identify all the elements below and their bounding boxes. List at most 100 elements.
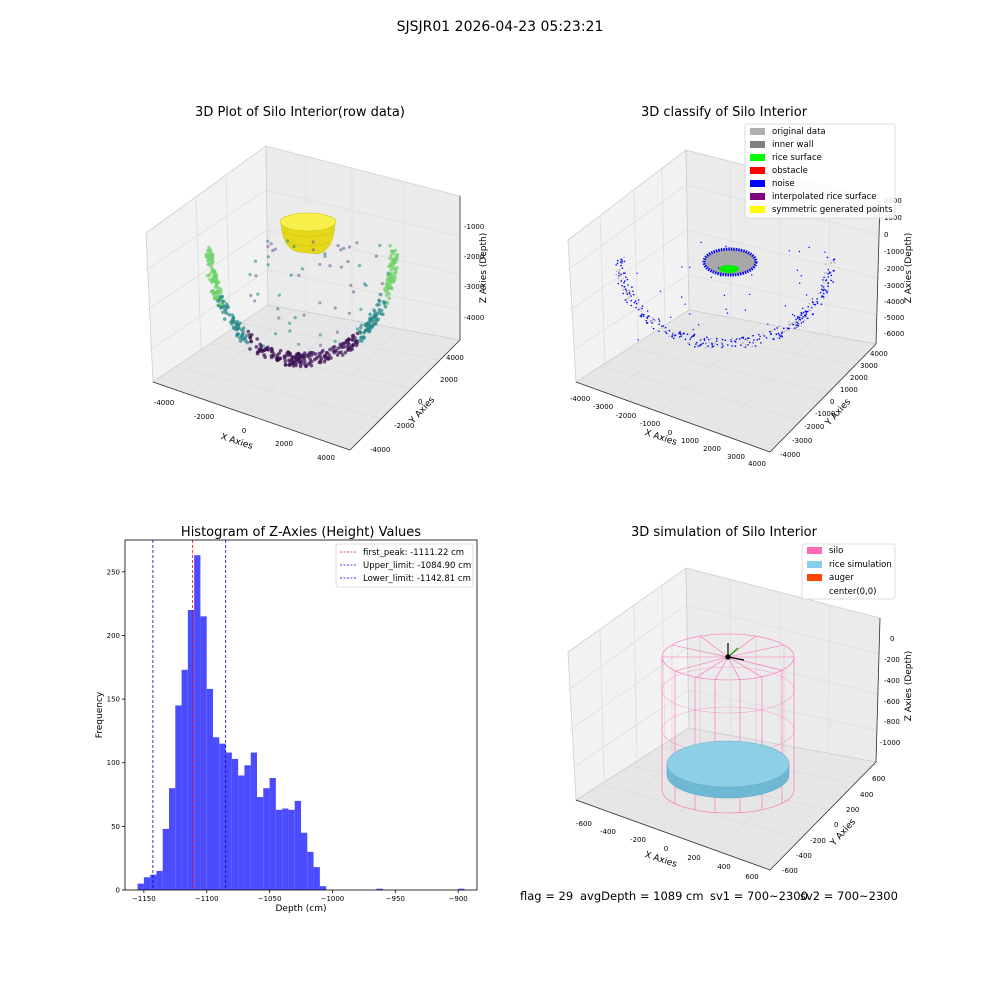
y-tick: -2000 xyxy=(804,423,824,431)
scatter-point xyxy=(696,341,698,344)
scatter-point xyxy=(240,334,244,338)
z-tick: -1000 xyxy=(464,223,484,231)
legend-item-obstacle: obstacle xyxy=(750,166,808,176)
scatter-point xyxy=(795,325,798,328)
scatter-point xyxy=(379,312,384,316)
scatter-point xyxy=(716,337,718,340)
scatter-point xyxy=(253,299,257,303)
z-tick: -4000 xyxy=(464,314,484,322)
scatter-point xyxy=(795,321,798,324)
scatter-point xyxy=(302,313,306,317)
scatter-point xyxy=(626,278,629,281)
scatter-point xyxy=(827,273,829,275)
scatter-point xyxy=(345,339,350,343)
scatter-point xyxy=(624,288,627,290)
scatter-point xyxy=(637,308,640,311)
scatter-point xyxy=(311,248,316,252)
scatter-point xyxy=(359,307,363,311)
legend-item-first-peak: first_peak: -1111.22 cm xyxy=(340,548,464,558)
y-tick: 2000 xyxy=(850,374,868,382)
scatter-point xyxy=(390,276,394,280)
scatter-point xyxy=(674,334,677,336)
scatter-point xyxy=(758,338,761,340)
scatter-point xyxy=(386,281,390,286)
scatter-point xyxy=(814,304,817,306)
scatter-point xyxy=(689,338,692,341)
scatter-point xyxy=(271,352,276,356)
y-axis-line xyxy=(769,761,877,871)
scatter-point xyxy=(639,315,642,317)
scatter-point xyxy=(222,317,227,321)
scatter-point xyxy=(800,317,803,319)
scatter-point xyxy=(788,323,791,326)
scatter-point xyxy=(621,262,623,264)
scatter-point xyxy=(746,339,748,342)
x-axis-label: X Axies xyxy=(643,850,678,870)
scatter-point xyxy=(822,296,825,298)
scatter-point xyxy=(616,262,619,265)
scatter-point xyxy=(366,321,371,325)
scatter-point xyxy=(209,264,213,268)
scatter-point xyxy=(615,264,617,266)
histogram-bar xyxy=(143,877,151,890)
scatter-point xyxy=(227,312,231,317)
scatter-point xyxy=(779,335,782,337)
scatter-point xyxy=(255,351,260,356)
scatter-point xyxy=(362,330,366,335)
svg-text:original data: original data xyxy=(772,127,826,137)
y-tick: 0 xyxy=(418,398,422,406)
scatter-point xyxy=(266,345,270,350)
y-tick: 0 xyxy=(834,821,838,829)
scatter-point xyxy=(311,240,315,244)
scatter-point xyxy=(680,335,682,337)
scatter-point xyxy=(293,316,297,320)
histogram-bar xyxy=(175,705,182,890)
scatter-point xyxy=(615,273,618,276)
scatter-point xyxy=(388,285,393,290)
scatter-point xyxy=(339,350,343,354)
scatter-point xyxy=(266,239,270,243)
scatter-point xyxy=(378,243,382,248)
scatter-point xyxy=(622,292,625,295)
scatter-point xyxy=(794,323,796,326)
scatter-point xyxy=(360,339,364,343)
scatter-point xyxy=(289,273,293,277)
scatter-point xyxy=(204,254,209,259)
svg-text:Upper_limit: -1084.90 cm: Upper_limit: -1084.90 cm xyxy=(363,561,471,571)
scatter-point xyxy=(651,322,653,324)
legend-item-rice-surface: rice surface xyxy=(750,153,822,163)
scatter-point xyxy=(249,293,253,298)
scatter-point xyxy=(778,325,780,328)
scatter-point xyxy=(221,310,225,314)
x-tick: 200 xyxy=(687,854,700,862)
scatter-point xyxy=(283,359,288,364)
scatter-point xyxy=(622,272,625,274)
x-tick: 0 xyxy=(242,427,246,435)
scatter-point xyxy=(796,317,799,320)
scatter-point xyxy=(796,269,799,272)
scatter-point xyxy=(287,351,292,355)
scatter-point xyxy=(335,330,340,334)
scatter-point xyxy=(287,363,292,367)
scatter-point xyxy=(287,321,292,325)
scatter-point xyxy=(623,286,626,288)
scatter-point xyxy=(635,302,638,305)
histogram-bar xyxy=(294,800,301,890)
scatter-point xyxy=(637,301,640,304)
scatter-points xyxy=(615,241,836,349)
scatter-point xyxy=(254,274,258,278)
scatter-point xyxy=(664,326,667,329)
scatter-point xyxy=(710,276,713,279)
y-tick: -600 xyxy=(782,867,798,875)
scatter-point xyxy=(266,255,270,259)
y-tick: -4000 xyxy=(370,446,390,454)
scatter-point xyxy=(628,289,631,292)
scatter-point xyxy=(294,363,298,368)
z-axis-line xyxy=(875,617,881,763)
scatter-point xyxy=(692,335,695,338)
scatter-point xyxy=(250,332,254,337)
scatter-point xyxy=(297,357,301,361)
scatter-point xyxy=(240,337,245,341)
histogram-bar xyxy=(194,555,201,890)
legend-item-original-data: original data xyxy=(750,127,826,137)
